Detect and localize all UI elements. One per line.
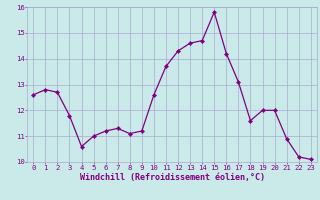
X-axis label: Windchill (Refroidissement éolien,°C): Windchill (Refroidissement éolien,°C) bbox=[79, 173, 265, 182]
